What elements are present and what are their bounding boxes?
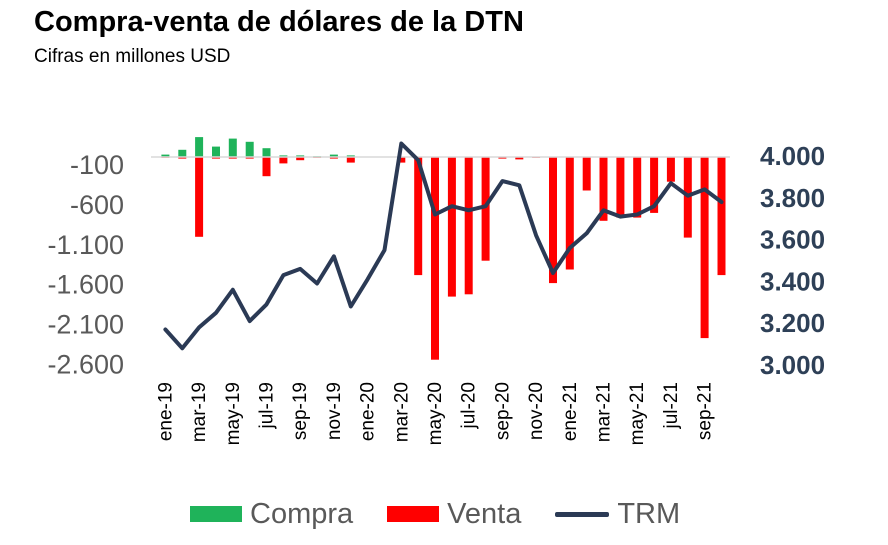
legend-swatch-compra: [190, 506, 242, 522]
trm-line-group: [163, 141, 724, 351]
bar-venta-feb-19: [178, 157, 187, 159]
x-tick-label: sep-20: [492, 382, 513, 440]
y-left-tick-label: -2.100: [47, 310, 124, 340]
bar-compra-dic-19: [346, 155, 355, 157]
bar-venta-dic-19: [346, 157, 355, 163]
x-tick-label: sep-19: [290, 382, 311, 440]
bar-compra-may-19: [228, 138, 237, 157]
y-left-tick-label: -1.600: [47, 270, 124, 300]
bar-venta-ene-21: [565, 157, 574, 270]
bar-venta-mar-21: [599, 157, 608, 221]
x-axis-labels: ene-19 mar-19 may-19 jul-19 sep-19 nov-19 ene-…: [155, 382, 715, 445]
bars-group: [161, 137, 726, 360]
trm-line: [163, 141, 724, 351]
bar-venta-jul-19: [262, 157, 271, 177]
bar-venta-mar-19: [195, 157, 204, 237]
x-tick-label: jul-20: [459, 382, 480, 429]
legend-swatch-venta: [387, 506, 440, 522]
x-tick-label: mar-20: [391, 382, 412, 442]
bar-venta-jul-21: [666, 157, 675, 182]
legend-item-trm: TRM: [555, 498, 680, 531]
bar-venta-feb-21: [582, 157, 591, 191]
bar-venta-may-20: [431, 157, 439, 360]
bar-venta-nov-19: [329, 157, 338, 159]
x-tick-label: nov-19: [324, 382, 345, 440]
legend-label-compra: Compra: [250, 497, 354, 530]
bar-venta-ago-20: [481, 157, 490, 261]
chart-canvas: -100 -600 -1.100 -1.600 -2.100 -2.600 4.000 3.…: [47, 137, 825, 445]
bar-venta-sep-20: [498, 157, 507, 159]
chart-subtitle: Cifras en millones USD: [34, 46, 231, 67]
y-right-tick-label: 3.600: [760, 225, 825, 255]
bar-venta-abr-20: [414, 157, 423, 276]
bar-venta-oct-21: [717, 157, 726, 276]
y-left-tick-label: -1.100: [47, 230, 124, 260]
legend-label-venta: Venta: [447, 497, 522, 530]
bar-venta-abr-21: [616, 157, 625, 218]
y-right-tick-label: 3.800: [760, 183, 825, 213]
bar-compra-sep-19: [296, 155, 305, 157]
bar-venta-jun-19: [245, 157, 254, 159]
y-right-tick-label: 4.000: [760, 141, 825, 171]
bar-compra-jun-19: [245, 141, 254, 157]
x-tick-label: mar-19: [189, 382, 210, 442]
y-right-tick-label: 3.400: [760, 266, 825, 296]
y-left-tick-label: -600: [70, 190, 124, 220]
bar-venta-may-19: [228, 157, 237, 159]
x-tick-label: may-19: [223, 382, 244, 445]
x-tick-label: mar-21: [594, 382, 615, 442]
legend-swatch-trm: [555, 511, 610, 517]
bar-venta-oct-20: [515, 157, 524, 160]
y-right-tick-label: 3.000: [760, 350, 825, 380]
x-tick-label: nov-20: [526, 382, 547, 440]
bar-compra-nov-19: [329, 154, 338, 157]
bar-venta-mar-20: [397, 157, 406, 163]
x-tick-label: ene-19: [155, 382, 176, 441]
bar-venta-sep-21: [700, 157, 709, 339]
bar-venta-ago-19: [279, 157, 288, 164]
bar-venta-jul-20: [464, 157, 473, 295]
y-right-tick-label: 3.200: [760, 308, 825, 338]
x-tick-label: jul-21: [661, 382, 682, 429]
bar-venta-jun-21: [650, 157, 659, 213]
chart-title: Compra-venta de dólares de la DTN: [34, 6, 524, 38]
x-tick-label: ene-21: [560, 382, 581, 441]
bar-venta-may-21: [633, 157, 642, 218]
bar-compra-ago-19: [279, 155, 288, 157]
bar-compra-abr-19: [212, 146, 220, 157]
bar-venta-dic-20: [549, 157, 557, 284]
x-tick-label: may-21: [627, 382, 648, 445]
bar-compra-feb-19: [178, 149, 187, 157]
chart-legend: Compra Venta TRM: [190, 492, 714, 536]
x-tick-label: sep-21: [695, 382, 716, 440]
bar-compra-mar-19: [195, 137, 204, 157]
y-left-tick-label: -100: [70, 150, 124, 180]
legend-item-compra: Compra: [190, 498, 353, 531]
y-left-tick-label: -2.600: [47, 350, 124, 380]
bar-venta-abr-19: [212, 157, 220, 159]
bar-venta-jun-20: [447, 157, 456, 297]
right-axis-labels: 4.000 3.800 3.600 3.400 3.200 3.000: [760, 141, 825, 380]
bar-compra-jul-19: [262, 148, 271, 157]
legend-label-trm: TRM: [617, 497, 681, 530]
legend-item-venta: Venta: [387, 498, 521, 531]
x-tick-label: ene-20: [358, 382, 379, 441]
x-tick-label: may-20: [425, 382, 446, 445]
bar-venta-sep-19: [296, 157, 305, 161]
x-tick-label: jul-19: [257, 382, 278, 429]
bar-compra-ene-19: [161, 154, 170, 157]
left-axis-labels: -100 -600 -1.100 -1.600 -2.100 -2.600: [47, 150, 124, 380]
